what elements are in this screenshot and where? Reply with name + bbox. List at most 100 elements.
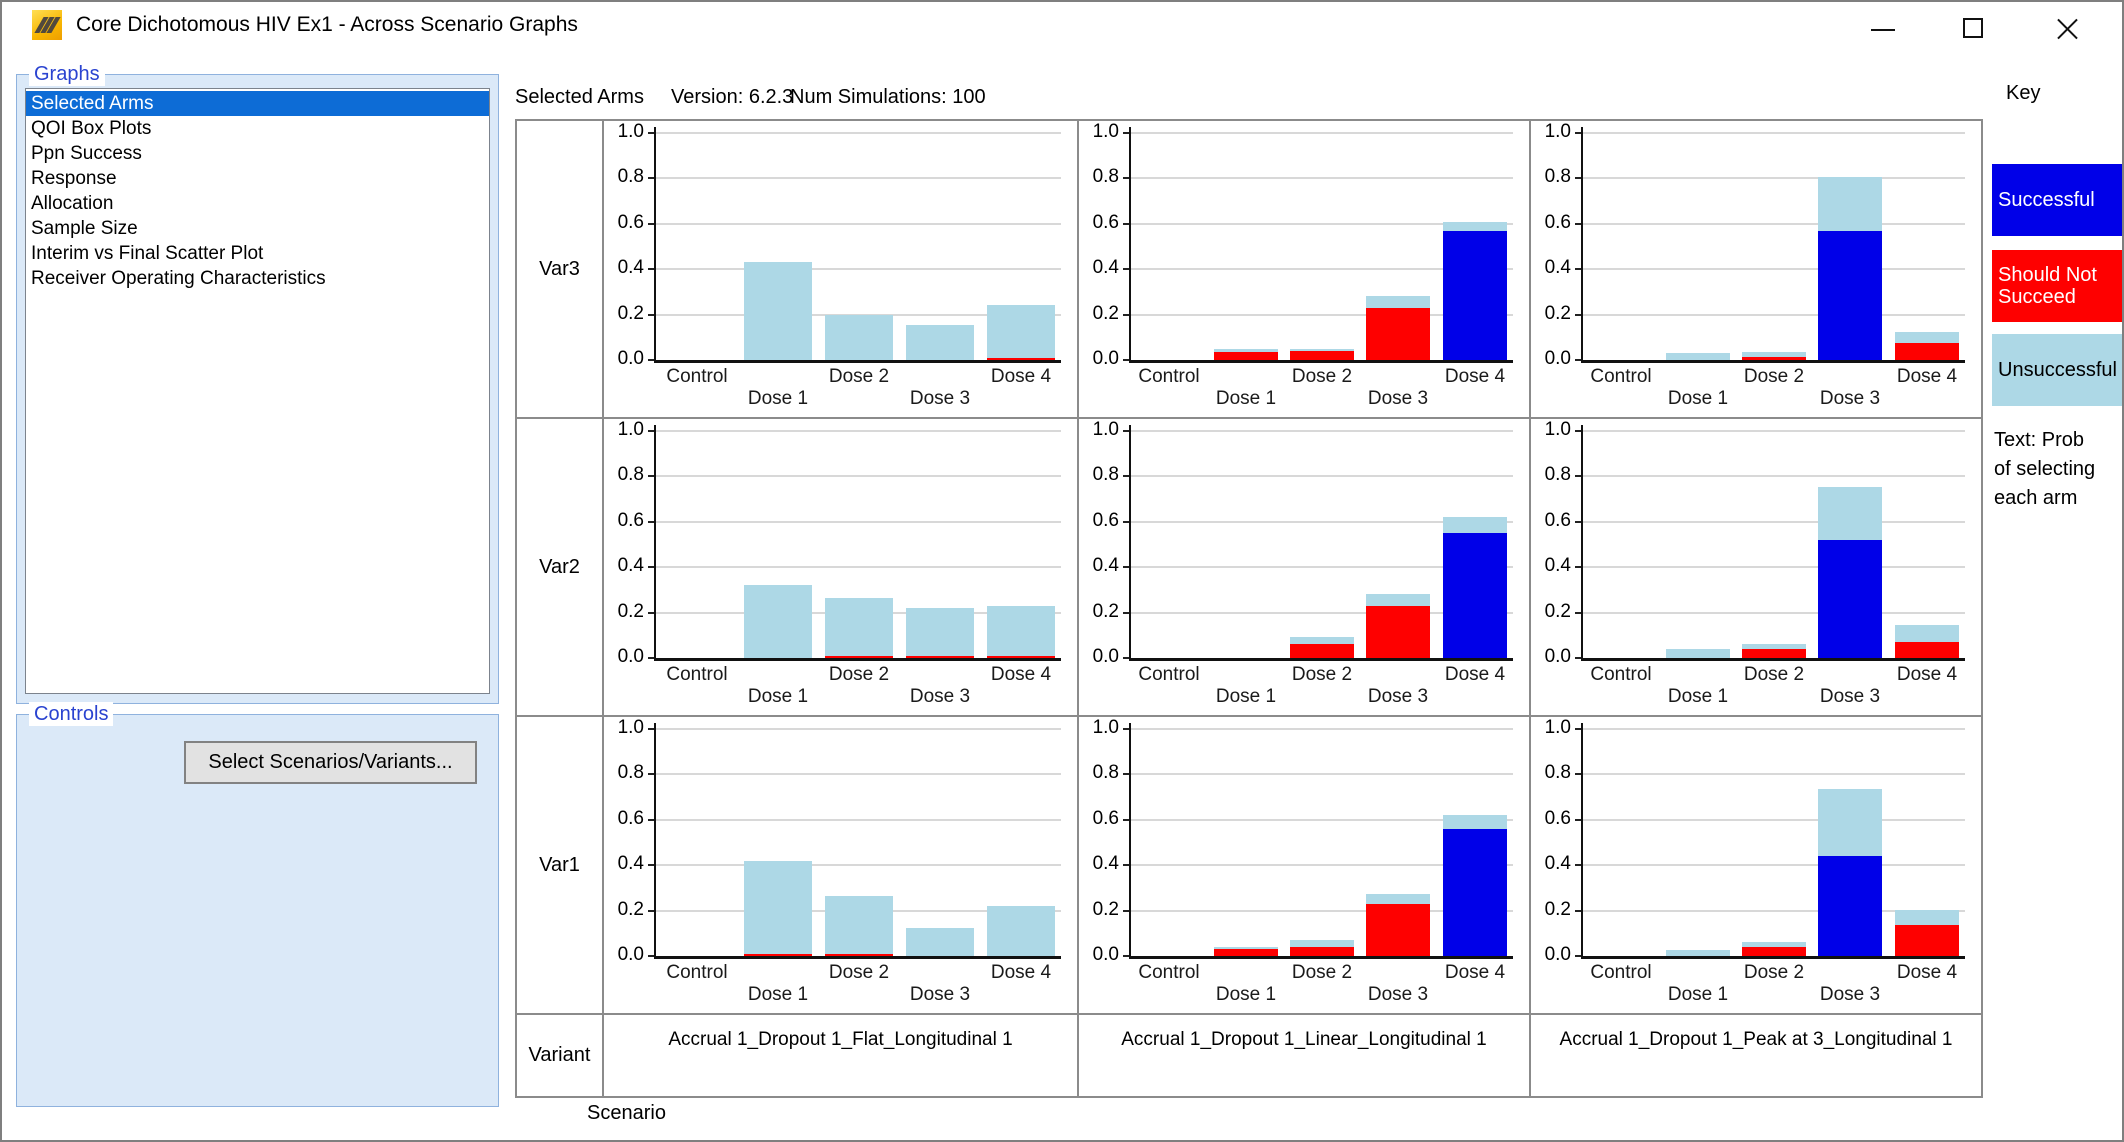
bar-segment-unsuccessful [906,928,974,956]
gridline [1583,611,1965,614]
maximize-button[interactable] [1936,2,2010,48]
list-item-interim-vs-final[interactable]: Interim vs Final Scatter Plot [31,243,264,264]
x-category-label: Dose 4 [1896,962,1958,983]
y-tick-label: 0.4 [1544,257,1571,279]
y-tick-label: 0.2 [1092,302,1119,324]
chart-var3-flat: 0.0 0.2 0.4 0.6 0.8 1.0 Control Dose 1 Dose 2 Dos… [604,121,1079,419]
x-category-label: Dose 2 [828,664,890,685]
x-axis [654,360,1061,363]
bar-segment-unsuccessful [1443,222,1507,231]
y-tick-label: 0.8 [1544,762,1571,784]
variant-label-linear: Accrual 1_Dropout 1_Linear_Longitudinal … [1079,1015,1531,1096]
x-axis [1129,658,1513,661]
bar-segment-successful [1443,231,1507,360]
gridline [656,728,1061,730]
y-tick-label: 1.0 [617,717,644,738]
bar-segment-unsuccessful [825,598,893,656]
y-tick [1575,611,1583,614]
controls-groupbox-label: Controls [29,702,114,726]
bar-segment-should_not_succeed [825,656,893,658]
bar-segment-unsuccessful [1290,637,1354,644]
y-axis [1129,127,1131,362]
y-axis [1129,723,1131,958]
scenario-axis-label: Scenario [587,1102,666,1124]
bar-segment-unsuccessful [1742,942,1806,947]
select-scenarios-variants-button[interactable]: Select Scenarios/Variants... [184,741,477,784]
list-item-roc[interactable]: Receiver Operating Characteristics [31,268,326,289]
x-category-label: Dose 3 [909,686,971,707]
gridline [1131,268,1513,271]
bar-segment-unsuccessful [1290,940,1354,947]
x-category-label: Dose 4 [1444,962,1506,983]
x-category-label: Dose 2 [1291,664,1353,685]
y-tick [1123,864,1131,867]
y-tick-label: 0.4 [1092,257,1119,279]
window-title: Core Dichotomous HIV Ex1 - Across Scenar… [76,13,578,36]
variant-label-flat: Accrual 1_Dropout 1_Flat_Longitudinal 1 [604,1015,1079,1096]
x-category-label: Dose 1 [1667,686,1729,707]
gridline [1583,520,1965,523]
y-tick-label: 1.0 [1092,121,1119,142]
x-category-label: Dose 1 [1667,984,1729,1005]
gridline [1583,818,1965,821]
y-tick [1575,313,1583,316]
y-tick [1123,657,1131,659]
bar-segment-unsuccessful [1666,353,1730,360]
y-tick [1575,520,1583,523]
bar-segment-unsuccessful [1895,332,1959,343]
bar-segment-unsuccessful [1443,815,1507,829]
y-tick-label: 1.0 [1544,419,1571,440]
variant-label-peak: Accrual 1_Dropout 1_Peak at 3_Longitudin… [1531,1015,1981,1096]
x-category-label: Dose 4 [990,664,1052,685]
list-item-selected-arms[interactable]: Selected Arms [26,91,489,116]
y-tick-label: 0.2 [617,302,644,324]
bar-segment-should_not_succeed [1214,949,1278,956]
y-tick-label: 0.0 [1544,944,1571,965]
gridline [1131,611,1513,614]
y-tick-label: 1.0 [1092,419,1119,440]
x-category-label: Dose 2 [1291,962,1353,983]
list-item-qoi-box-plots[interactable]: QOI Box Plots [31,118,152,139]
bar-segment-should_not_succeed [1290,947,1354,956]
bar-segment-should_not_succeed [987,358,1055,360]
x-category-label: Dose 3 [909,984,971,1005]
list-item-ppn-success[interactable]: Ppn Success [31,143,142,164]
bar-segment-unsuccessful [1895,910,1959,925]
gridline [656,864,1061,867]
list-item-sample-size[interactable]: Sample Size [31,218,138,239]
x-category-label: Dose 2 [1743,664,1805,685]
list-item-response[interactable]: Response [31,168,117,189]
y-tick [1575,177,1583,180]
y-tick [1123,222,1131,225]
y-tick-label: 0.6 [1544,509,1571,531]
x-category-label: Dose 3 [909,388,971,409]
stacked-bar-chart: 0.0 0.2 0.4 0.6 0.8 1.0 Control Dose 1 Dose 2 Dos… [604,121,1077,417]
key-should-not-succeed: Should Not Succeed [1992,250,2122,322]
y-tick [1575,430,1583,432]
y-tick-label: 0.6 [617,211,644,233]
close-button[interactable] [2030,2,2104,48]
y-tick [1575,132,1583,134]
title-bar: Core Dichotomous HIV Ex1 - Across Scenar… [2,2,2122,48]
x-category-label: Dose 2 [1743,962,1805,983]
gridline [656,773,1061,776]
minimize-button[interactable] [1845,2,1919,48]
y-tick-label: 0.4 [1544,555,1571,577]
graphs-groupbox-label: Graphs [29,62,105,86]
gridline [1131,430,1513,432]
bar-segment-unsuccessful [987,906,1055,956]
gridline [1131,132,1513,134]
bar-segment-should_not_succeed [1895,343,1959,360]
key-note: Text: Prob of selecting each arm [1994,429,2096,509]
y-tick [1123,313,1131,316]
y-tick [648,611,656,614]
gridline [656,430,1061,432]
bar-segment-successful [1443,533,1507,658]
bar-segment-unsuccessful [744,861,812,954]
y-tick [1575,475,1583,478]
y-tick-label: 1.0 [1092,717,1119,738]
list-item-allocation[interactable]: Allocation [31,193,114,214]
bar-segment-should_not_succeed [1366,308,1430,360]
x-category-label: Dose 4 [1896,664,1958,685]
graphs-listbox[interactable]: Selected Arms QOI Box Plots Ppn Success … [25,88,490,694]
